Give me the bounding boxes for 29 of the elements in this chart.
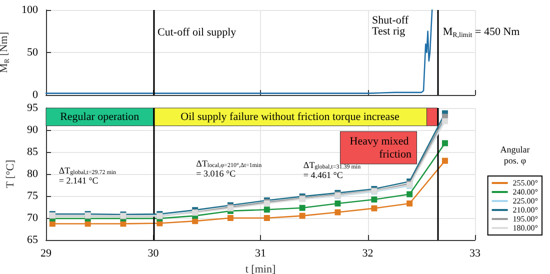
y-tick-label: 80 bbox=[27, 168, 38, 180]
y-axis-title: T [°C] bbox=[4, 160, 17, 188]
band-label: Heavy mixed friction bbox=[350, 135, 412, 160]
x-tick-label: 31 bbox=[255, 248, 266, 260]
annotation: Cut-off oil supply bbox=[158, 26, 237, 38]
legend-title: Angular pos. φ bbox=[500, 144, 530, 166]
x-tick-label: 30 bbox=[148, 248, 160, 260]
legend-label: 180.00° bbox=[512, 224, 538, 232]
x-axis-title: t [min] bbox=[245, 263, 276, 274]
y-tick-label: 100 bbox=[22, 4, 38, 16]
legend-label: 195.00° bbox=[512, 214, 538, 224]
x-tick-label: 32 bbox=[362, 248, 374, 260]
y-tick-label: 0 bbox=[32, 89, 38, 101]
legend-label: 225.00° bbox=[512, 196, 538, 206]
band-label: Oil supply failure without friction torque increase bbox=[180, 110, 400, 123]
y-tick-label: 90 bbox=[27, 124, 38, 136]
y-tick-label: 75 bbox=[27, 190, 38, 202]
legend-label: 240.00° bbox=[512, 188, 538, 196]
y-tick-label: 65 bbox=[27, 234, 38, 246]
x-tick-label: 29 bbox=[40, 248, 52, 260]
annotation: Shut-off Test rig bbox=[372, 14, 409, 38]
y-tick-label: 50 bbox=[27, 46, 38, 58]
legend-label: 255.00° bbox=[512, 178, 538, 188]
band-label: Regular operation bbox=[60, 110, 140, 123]
y-tick-label: 70 bbox=[27, 212, 38, 224]
y-tick-label: 95 bbox=[27, 102, 38, 114]
x-tick-label: 33 bbox=[470, 248, 481, 260]
legend-label: 210.00° bbox=[512, 206, 538, 214]
y-tick-label: 85 bbox=[27, 146, 38, 158]
